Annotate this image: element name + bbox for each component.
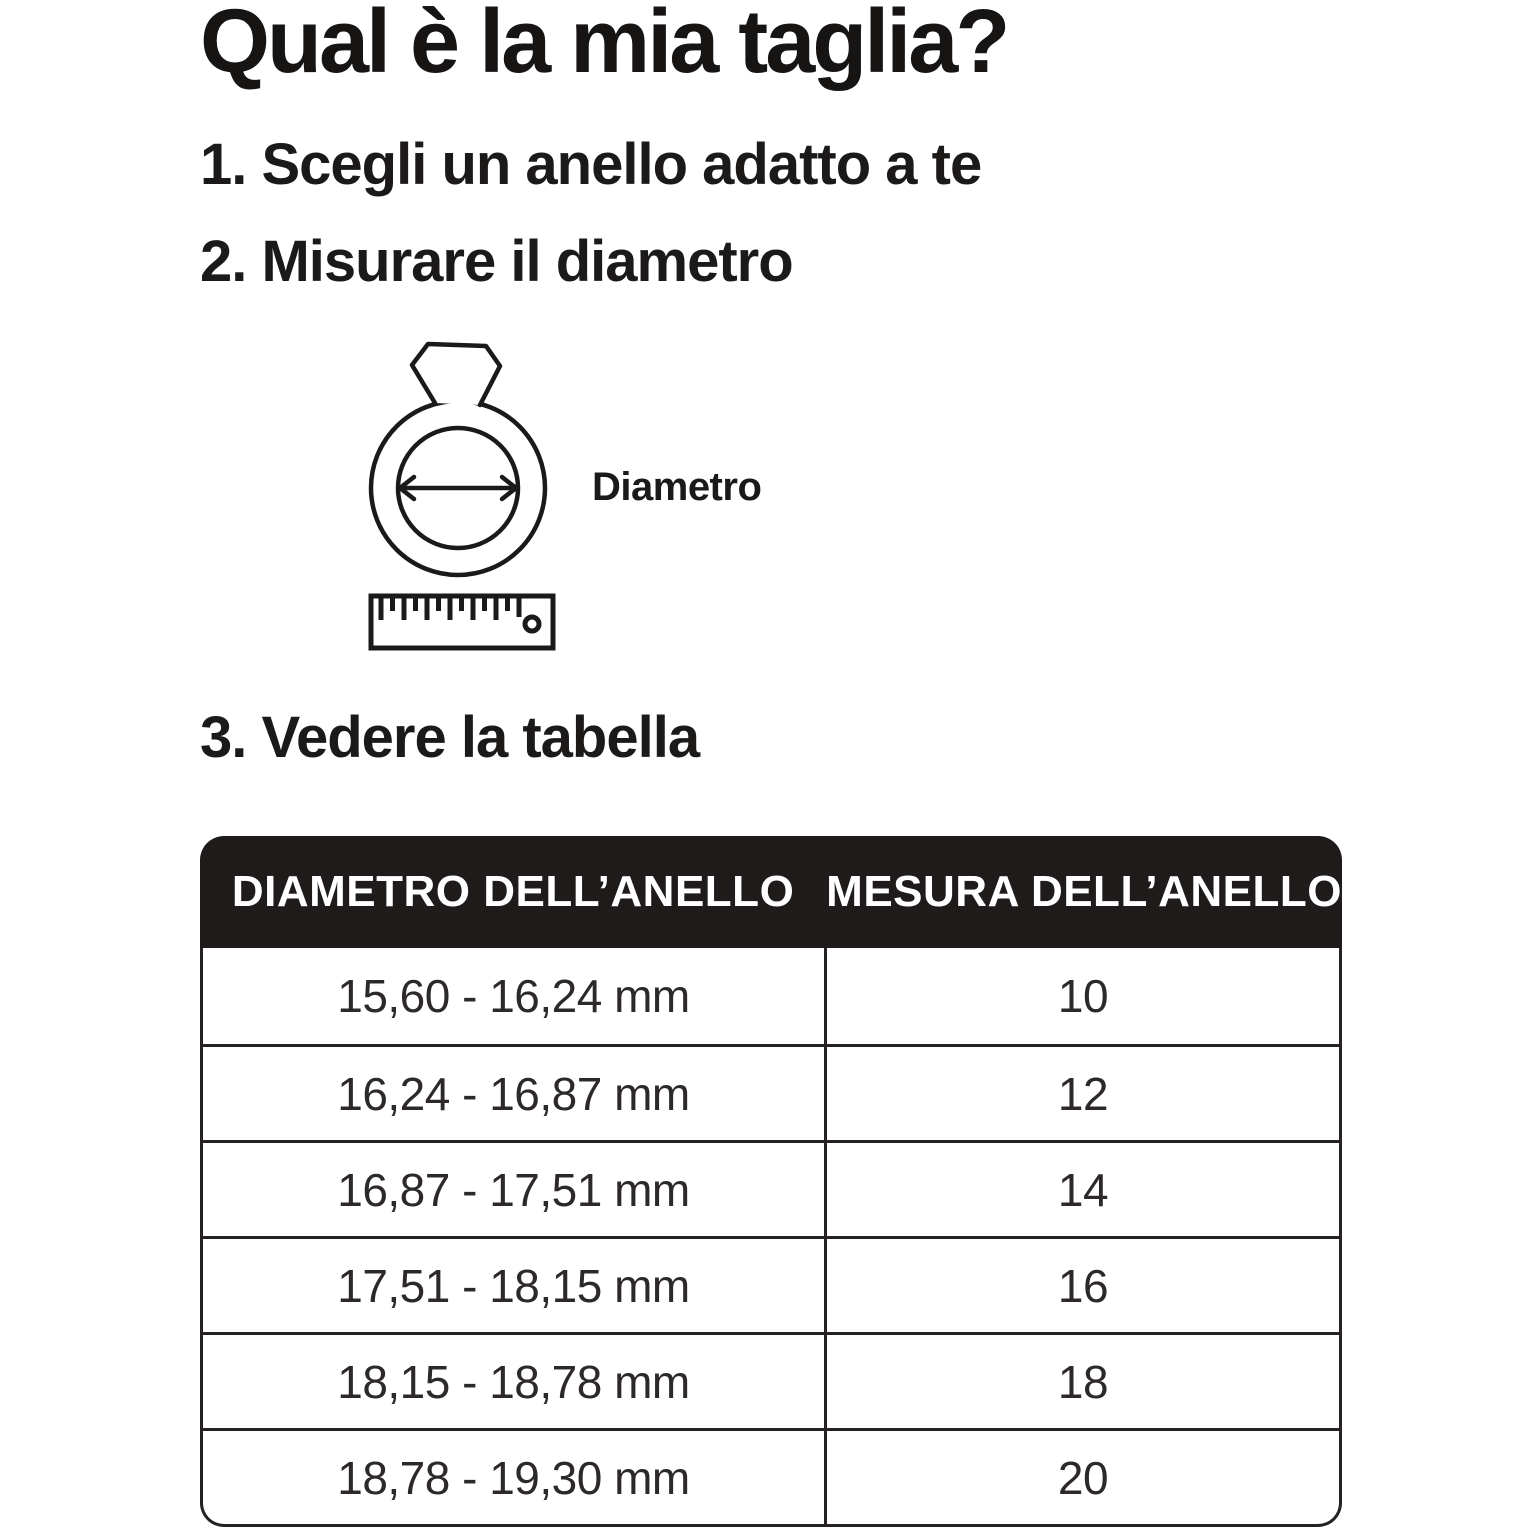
table-row: 16,87 - 17,51 mm 14 <box>203 1140 1339 1236</box>
ring-icon <box>368 341 548 578</box>
table-row: 18,78 - 19,30 mm 20 <box>203 1428 1339 1524</box>
table-header: DIAMETRO DELL’ANELLO MESURA DELL’ANELLO <box>200 836 1342 948</box>
diameter-arrow-icon <box>397 474 519 502</box>
steps-list: 1. Scegli un anello adatto a te 2. Misur… <box>200 116 1342 310</box>
cell-size: 10 <box>1057 970 1109 1022</box>
step-item-3: 3. Vedere la tabella <box>200 705 700 770</box>
cell-diameter: 18,78 - 19,30 mm <box>203 1431 827 1524</box>
step-item-1: 1. Scegli un anello adatto a te <box>200 132 982 197</box>
table-row: 18,15 - 18,78 mm 18 <box>203 1332 1339 1428</box>
cell-diameter: 16,87 - 17,51 mm <box>203 1143 827 1236</box>
header-cell-size: MESURA DELL’ANELLO <box>826 867 1342 916</box>
ruler-icon <box>368 593 556 651</box>
table-body: 15,60 - 16,24 mm 10 16,24 - 16,87 mm 12 … <box>200 948 1342 1527</box>
table-row: 16,24 - 16,87 mm 12 <box>203 1044 1339 1140</box>
diameter-label: Diametro <box>592 465 762 509</box>
cell-size: 12 <box>1057 1067 1109 1120</box>
cell-diameter: 15,60 - 16,24 mm <box>203 948 827 1044</box>
cell-diameter: 18,15 - 18,78 mm <box>203 1335 827 1428</box>
diagram-icons <box>368 338 558 653</box>
cell-diameter: 16,24 - 16,87 mm <box>203 1047 827 1140</box>
cell-size: 16 <box>1057 1259 1109 1312</box>
measure-diagram: Diametro <box>368 338 1342 653</box>
table-row: 17,51 - 18,15 mm 16 <box>203 1236 1339 1332</box>
cell-size: 18 <box>1057 1355 1109 1408</box>
size-table: DIAMETRO DELL’ANELLO MESURA DELL’ANELLO … <box>200 836 1342 1527</box>
table-row: 15,60 - 16,24 mm 10 <box>203 948 1339 1044</box>
cell-size: 20 <box>1057 1451 1109 1504</box>
cell-size: 14 <box>1057 1163 1109 1216</box>
cell-diameter: 17,51 - 18,15 mm <box>203 1239 827 1332</box>
page-title: Qual è la mia taglia? <box>200 0 1010 92</box>
header-cell-diameter: DIAMETRO DELL’ANELLO <box>231 867 795 916</box>
step-item-2: 2. Misurare il diametro <box>200 229 794 294</box>
